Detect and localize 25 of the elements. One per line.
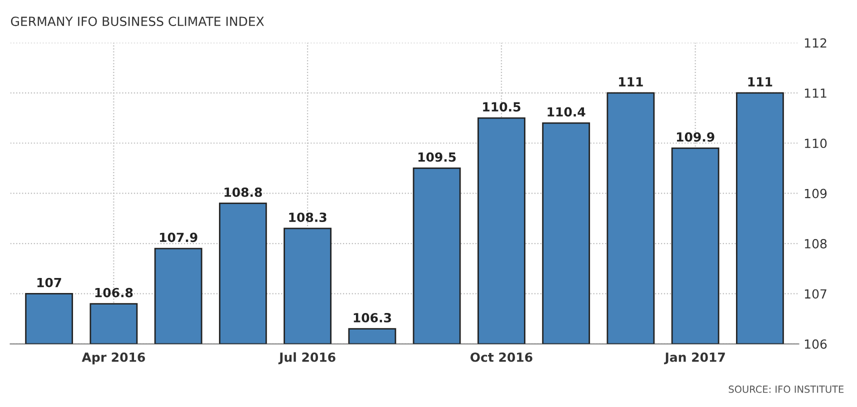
y-tick-label: 111 (804, 88, 826, 98)
x-tick-label: Jan 2017 (664, 352, 725, 364)
data-label: 109.9 (676, 132, 714, 142)
data-label: 111 (619, 77, 643, 86)
y-tick-label: 107 (804, 289, 826, 299)
data-label: 108.3 (289, 212, 326, 222)
data-label: 106.3 (354, 312, 391, 322)
x-tick-label: Oct 2016 (470, 352, 532, 362)
y-tick-label: 108 (804, 238, 827, 248)
chart-title: GERMANY IFO BUSINESS CLIMATE INDEX (10, 16, 264, 26)
data-label: 109.5 (418, 152, 456, 162)
data-label: 111 (748, 77, 772, 86)
y-tick-label: 112 (804, 38, 826, 48)
data-label: 108.8 (224, 187, 262, 197)
y-tick-label: 109 (804, 188, 827, 198)
y-tick-label: 106 (804, 339, 827, 349)
data-label: 107 (37, 278, 62, 288)
x-tick-label: Jul 2016 (278, 352, 336, 364)
data-label: 110.5 (483, 102, 520, 112)
x-tick-label: Apr 2016 (82, 352, 145, 364)
y-tick-label: 110 (804, 138, 827, 148)
data-label: 107.9 (160, 232, 198, 242)
data-label: 106.8 (95, 288, 133, 298)
data-label: 110.4 (548, 107, 586, 117)
source-note: SOURCE: IFO INSTITUTE (728, 386, 844, 393)
